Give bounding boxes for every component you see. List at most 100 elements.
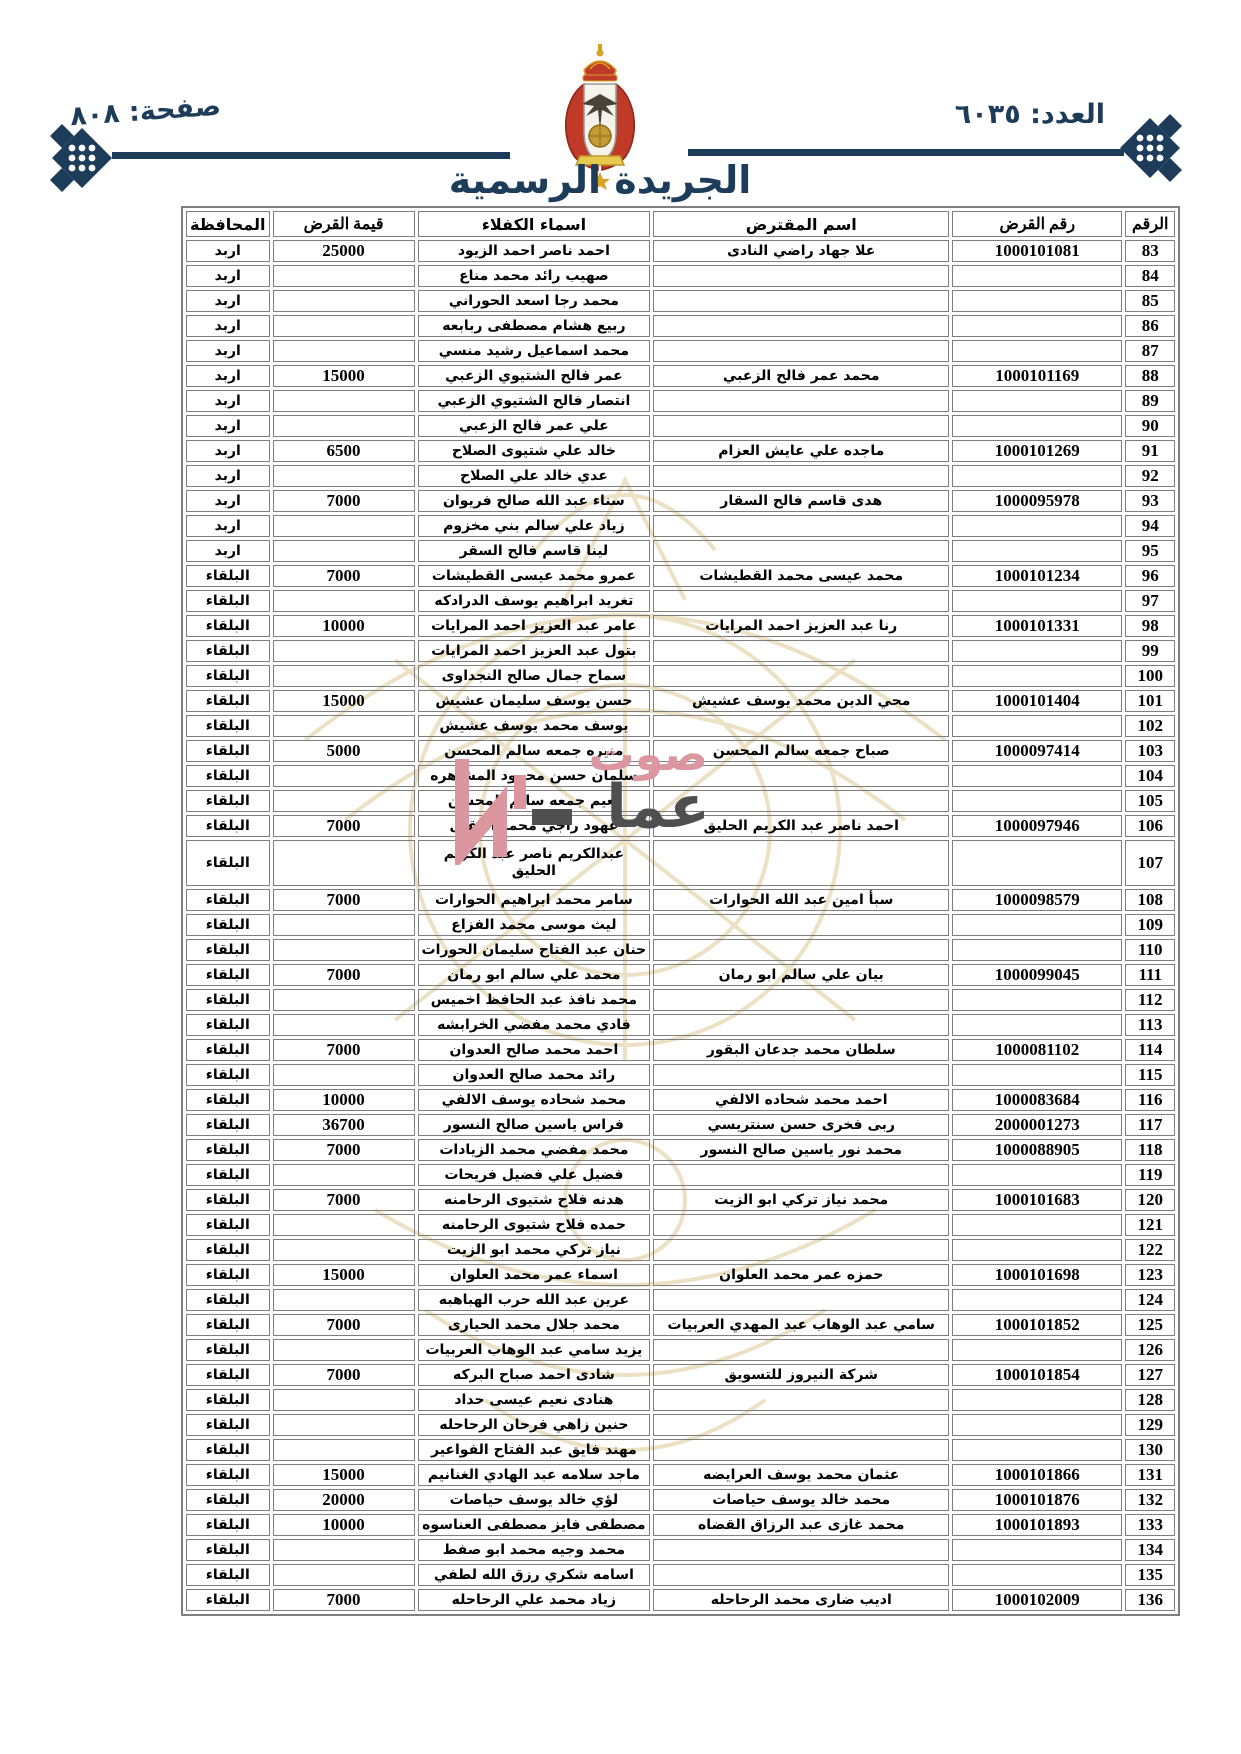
table-row: 111 1000099045 بيان علي سالم ابو رمان محمد … <box>186 964 1176 986</box>
cell-guarantor-name: صهيب رائد محمد مناع <box>417 265 651 287</box>
cell-loan-number: 1000101234 <box>952 565 1123 587</box>
cell-loan-number: 1000101081 <box>952 240 1123 262</box>
cell-governorate: البلقاء <box>186 1239 270 1261</box>
cell-loan-value: 10000 <box>272 1514 415 1536</box>
cell-borrower-name <box>653 1014 950 1036</box>
cell-loan-number: 1000095978 <box>952 490 1123 512</box>
cell-governorate: البلقاء <box>186 1414 270 1436</box>
cell-loan-value: 36700 <box>272 1114 415 1136</box>
cell-guarantor-name: نياز تركي محمد ابو الزيت <box>417 1239 651 1261</box>
cell-row-number: 108 <box>1125 889 1176 911</box>
cell-loan-value <box>272 590 415 612</box>
cell-borrower-name <box>653 265 950 287</box>
cell-row-number: 105 <box>1125 790 1176 812</box>
cell-loan-number <box>952 914 1123 936</box>
cell-loan-number: 1000081102 <box>952 1039 1123 1061</box>
cell-loan-value: 20000 <box>272 1489 415 1511</box>
cell-guarantor-name: بتول عبد العزيز احمد المرايات <box>417 640 651 662</box>
cell-loan-value <box>272 1164 415 1186</box>
loans-table-header: الرقم رقم القرض اسم المقترض اسماء الكفلا… <box>186 211 1176 237</box>
cell-loan-value: 7000 <box>272 889 415 911</box>
cell-borrower-name <box>653 340 950 362</box>
cell-row-number: 112 <box>1125 989 1176 1011</box>
cell-borrower-name <box>653 640 950 662</box>
cell-row-number: 104 <box>1125 765 1176 787</box>
cell-loan-number <box>952 640 1123 662</box>
cell-loan-value: 7000 <box>272 1364 415 1386</box>
cell-borrower-name: عثمان محمد يوسف العرايضه <box>653 1464 950 1486</box>
cell-loan-value <box>272 840 415 886</box>
cell-governorate: اربد <box>186 490 270 512</box>
cell-loan-value: 6500 <box>272 440 415 462</box>
cell-loan-value <box>272 1564 415 1586</box>
cell-guarantor-name: محمد شحاده يوسف الالفي <box>417 1089 651 1111</box>
table-row: 109 ليث موسى محمد الفزاع البلقاء <box>186 914 1176 936</box>
cell-loan-value: 7000 <box>272 1189 415 1211</box>
cell-loan-number: 1000101854 <box>952 1364 1123 1386</box>
table-row: 100 سماح جمال صالح النجداوى البلقاء <box>186 665 1176 687</box>
cell-governorate: البلقاء <box>186 1014 270 1036</box>
cell-loan-number: 1000101404 <box>952 690 1123 712</box>
table-row: 124 عرين عبد الله حرب الهباهبه البلقاء <box>186 1289 1176 1311</box>
cell-guarantor-name: حنين زاهي فرحان الرحاحله <box>417 1414 651 1436</box>
cell-loan-number <box>952 315 1123 337</box>
cell-loan-value: 7000 <box>272 1314 415 1336</box>
cell-row-number: 116 <box>1125 1089 1176 1111</box>
cell-governorate: البلقاء <box>186 840 270 886</box>
cell-loan-value <box>272 465 415 487</box>
cell-guarantor-name: محمد وجيه محمد ابو صفط <box>417 1539 651 1561</box>
cell-borrower-name: شركة النيروز للتسويق <box>653 1364 950 1386</box>
cell-loan-value <box>272 540 415 562</box>
cell-loan-number: 1000083684 <box>952 1089 1123 1111</box>
cell-row-number: 95 <box>1125 540 1176 562</box>
ornament-knot-icon <box>50 124 112 192</box>
ornament-knot-icon <box>1120 114 1182 182</box>
cell-loan-number <box>952 1414 1123 1436</box>
table-row: 135 اسامه شكري رزق الله لطفي البلقاء <box>186 1564 1176 1586</box>
cell-borrower-name: محمد غازى عبد الرزاق القضاه <box>653 1514 950 1536</box>
cell-guarantor-name: عرين عبد الله حرب الهباهبه <box>417 1289 651 1311</box>
cell-row-number: 109 <box>1125 914 1176 936</box>
cell-governorate: اربد <box>186 365 270 387</box>
cell-row-number: 87 <box>1125 340 1176 362</box>
cell-governorate: البلقاء <box>186 1339 270 1361</box>
cell-guarantor-name: لؤي خالد يوسف حياصات <box>417 1489 651 1511</box>
loans-table: الرقم رقم القرض اسم المقترض اسماء الكفلا… <box>181 206 1181 1616</box>
header-rule-right <box>688 149 1124 156</box>
cell-row-number: 119 <box>1125 1164 1176 1186</box>
cell-governorate: اربد <box>186 515 270 537</box>
cell-row-number: 126 <box>1125 1339 1176 1361</box>
cell-loan-number: 1000101269 <box>952 440 1123 462</box>
cell-loan-number <box>952 840 1123 886</box>
cell-row-number: 90 <box>1125 415 1176 437</box>
table-row: 85 محمد رجا اسعد الحوراني اربد <box>186 290 1176 312</box>
cell-governorate: البلقاء <box>186 1139 270 1161</box>
cell-loan-number <box>952 1439 1123 1461</box>
cell-loan-number: 1000098579 <box>952 889 1123 911</box>
cell-loan-value <box>272 390 415 412</box>
cell-guarantor-name: عبدالكريم ناصر عبد الكريم الحليق <box>417 840 651 886</box>
header-borrower-name: اسم المقترض <box>653 211 950 237</box>
cell-loan-number <box>952 265 1123 287</box>
cell-governorate: البلقاء <box>186 640 270 662</box>
table-row: 114 1000081102 سلطان محمد جدعان البقور احمد… <box>186 1039 1176 1061</box>
cell-row-number: 83 <box>1125 240 1176 262</box>
cell-governorate: اربد <box>186 315 270 337</box>
cell-loan-value: 15000 <box>272 365 415 387</box>
cell-row-number: 130 <box>1125 1439 1176 1461</box>
cell-borrower-name: محمد عيسى محمد القطيشات <box>653 565 950 587</box>
cell-loan-number: 1000088905 <box>952 1139 1123 1161</box>
cell-borrower-name: ماجده علي عايش العزام <box>653 440 950 462</box>
cell-loan-number <box>952 765 1123 787</box>
cell-loan-value: 7000 <box>272 565 415 587</box>
cell-row-number: 131 <box>1125 1464 1176 1486</box>
watermark-text-sout: صوت <box>588 727 708 781</box>
cell-borrower-name <box>653 1439 950 1461</box>
cell-borrower-name <box>653 1289 950 1311</box>
cell-governorate: البلقاء <box>186 1489 270 1511</box>
cell-borrower-name <box>653 290 950 312</box>
cell-borrower-name <box>653 790 950 812</box>
cell-guarantor-name: ليث موسى محمد الفزاع <box>417 914 651 936</box>
table-row: 86 ربيع هشام مصطفى ربابعه اربد <box>186 315 1176 337</box>
cell-borrower-name: سامي عبد الوهاب عبد المهدي العربيات <box>653 1314 950 1336</box>
